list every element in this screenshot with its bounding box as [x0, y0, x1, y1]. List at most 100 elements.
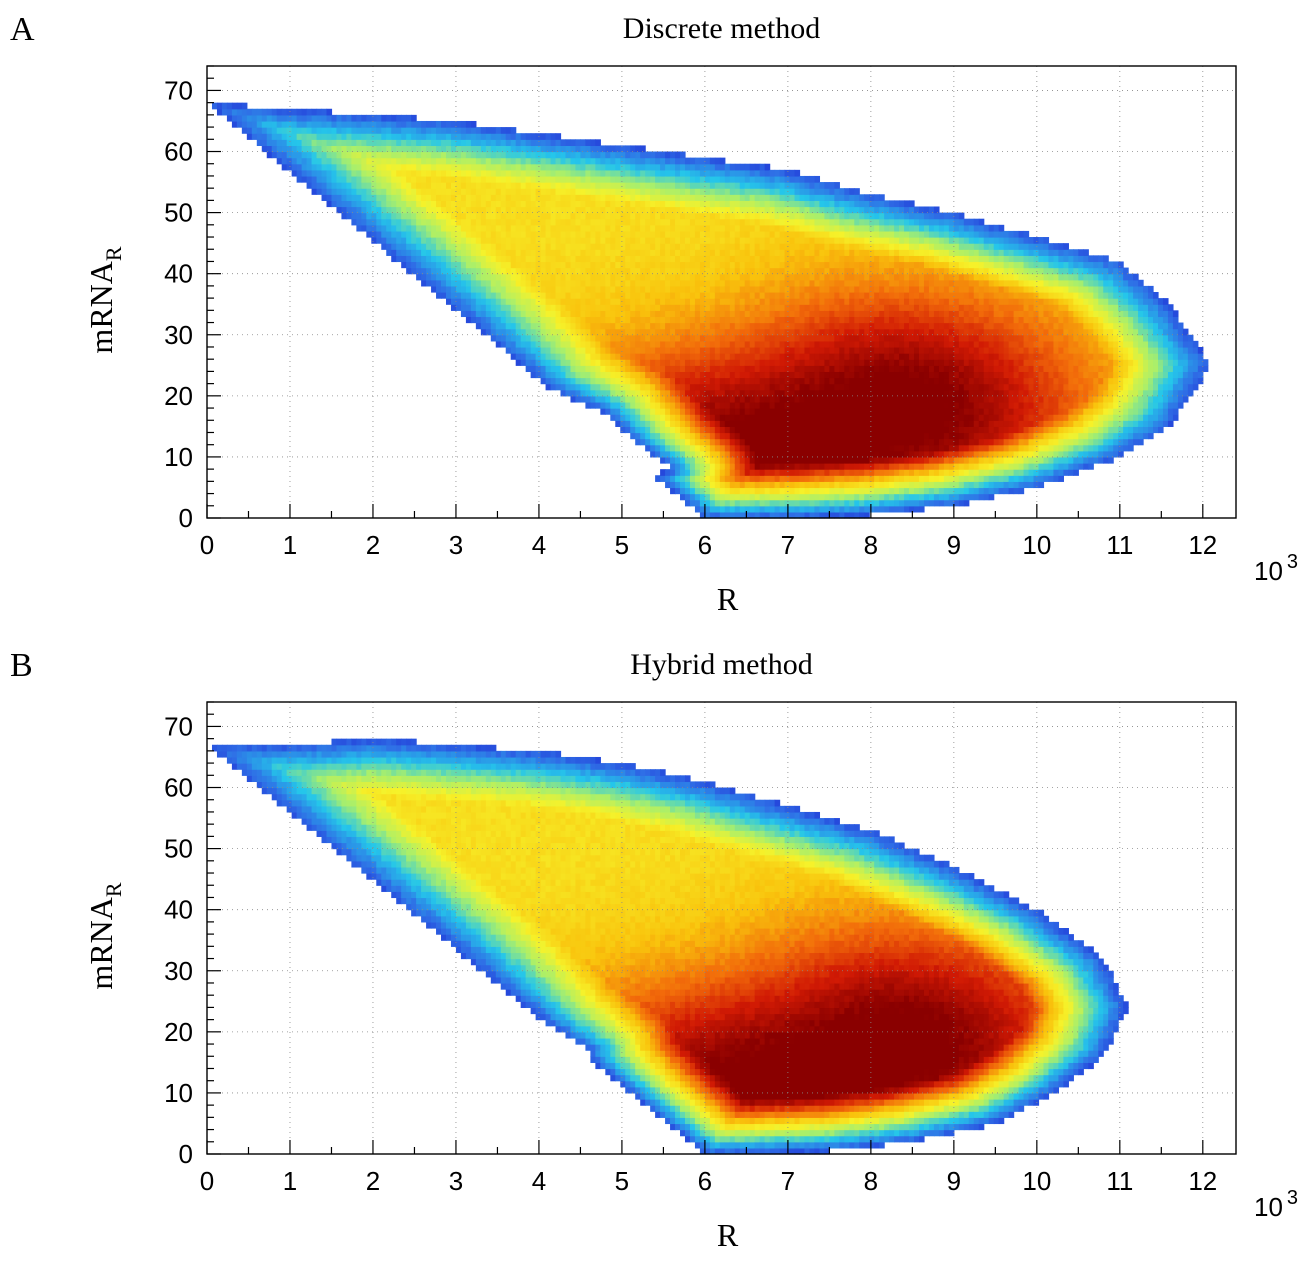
heatmap-cell	[730, 384, 736, 391]
heatmap-cell	[531, 145, 537, 152]
heatmap-cell	[536, 341, 542, 348]
heatmap-cell	[755, 420, 761, 427]
heatmap-cell	[541, 310, 547, 317]
heatmap-cell	[680, 182, 686, 189]
heatmap-cell	[790, 310, 796, 317]
heatmap-cell	[720, 274, 726, 281]
heatmap-cell	[486, 329, 492, 336]
heatmap-cell	[625, 158, 631, 165]
heatmap-cell	[670, 152, 676, 159]
heatmap-cell	[804, 402, 810, 409]
heatmap-cell	[740, 402, 746, 409]
heatmap-cell	[725, 188, 731, 195]
heatmap-cell	[297, 133, 303, 140]
heatmap-cell	[750, 408, 756, 415]
heatmap-cell	[595, 316, 601, 323]
heatmap-cell	[451, 158, 457, 165]
heatmap-cell	[824, 469, 830, 476]
heatmap-cell	[406, 231, 412, 238]
heatmap-cell	[331, 133, 337, 140]
heatmap-cell	[406, 219, 412, 226]
heatmap-cell	[775, 445, 781, 452]
heatmap-cell	[561, 378, 567, 385]
heatmap-cell	[839, 414, 845, 421]
heatmap-cell	[790, 255, 796, 262]
heatmap-cell	[565, 280, 571, 287]
heatmap-cell	[650, 384, 656, 391]
heatmap-cell	[436, 231, 442, 238]
heatmap-cell	[421, 127, 427, 134]
heatmap-cell	[426, 121, 432, 128]
heatmap-cell	[705, 329, 711, 336]
heatmap-cell	[645, 176, 651, 183]
heatmap-cell	[391, 231, 397, 238]
heatmap-cell	[610, 158, 616, 165]
heatmap-cell	[839, 371, 845, 378]
heatmap-cell	[854, 432, 860, 439]
heatmap-cell	[526, 188, 532, 195]
heatmap-cell	[879, 414, 885, 421]
heatmap-cell	[765, 219, 771, 226]
heatmap-cell	[546, 353, 552, 360]
heatmap-cell	[780, 280, 786, 287]
heatmap-cell	[740, 457, 746, 464]
heatmap-cell	[476, 292, 482, 299]
heatmap-cell	[790, 335, 796, 342]
heatmap-cell	[854, 408, 860, 415]
heatmap-cell	[391, 115, 397, 122]
heatmap-cell	[312, 158, 318, 165]
heatmap-cell	[516, 213, 522, 220]
heatmap-cell	[536, 152, 542, 159]
heatmap-cell	[819, 225, 825, 232]
heatmap-cell	[685, 494, 691, 501]
heatmap-cell	[476, 280, 482, 287]
heatmap-cell	[735, 310, 741, 317]
heatmap-cell	[521, 213, 527, 220]
heatmap-cell	[491, 329, 497, 336]
heatmap-cell	[476, 261, 482, 268]
heatmap-cell	[690, 304, 696, 311]
heatmap-cell	[829, 194, 835, 201]
heatmap-cell	[446, 213, 452, 220]
heatmap-cell	[705, 475, 711, 482]
heatmap-cell	[396, 231, 402, 238]
heatmap-cell	[461, 200, 467, 207]
heatmap-cell	[849, 274, 855, 281]
heatmap-cell	[715, 408, 721, 415]
heatmap-cell	[819, 439, 825, 446]
heatmap-cell	[501, 213, 507, 220]
heatmap-cell	[386, 194, 392, 201]
heatmap-cell	[491, 194, 497, 201]
heatmap-cell	[516, 139, 522, 146]
heatmap-cell	[700, 225, 706, 232]
heatmap-cell	[834, 414, 840, 421]
heatmap-cell	[446, 152, 452, 159]
heatmap-cell	[859, 304, 865, 311]
heatmap-cell	[635, 292, 641, 299]
heatmap-cell	[491, 145, 497, 152]
heatmap-cell	[765, 249, 771, 256]
heatmap-cell	[565, 176, 571, 183]
heatmap-cell	[615, 304, 621, 311]
heatmap-cell	[760, 426, 766, 433]
heatmap-cell	[531, 231, 537, 238]
heatmap-cell	[416, 213, 422, 220]
heatmap-cell	[441, 145, 447, 152]
heatmap-cell	[565, 329, 571, 336]
heatmap-cell	[580, 323, 586, 330]
heatmap-cell	[366, 194, 372, 201]
heatmap-cell	[486, 255, 492, 262]
heatmap-cell	[884, 506, 890, 513]
heatmap-cell	[426, 152, 432, 159]
heatmap-cell	[501, 292, 507, 299]
heatmap-cell	[361, 194, 367, 201]
heatmap-cell	[770, 280, 776, 287]
heatmap-cell	[725, 237, 731, 244]
heatmap-cell	[715, 426, 721, 433]
heatmap-cell	[680, 213, 686, 220]
heatmap-cell	[486, 145, 492, 152]
heatmap-cell	[282, 127, 288, 134]
heatmap-cell	[685, 243, 691, 250]
heatmap-cell	[690, 426, 696, 433]
heatmap-cell	[700, 481, 706, 488]
